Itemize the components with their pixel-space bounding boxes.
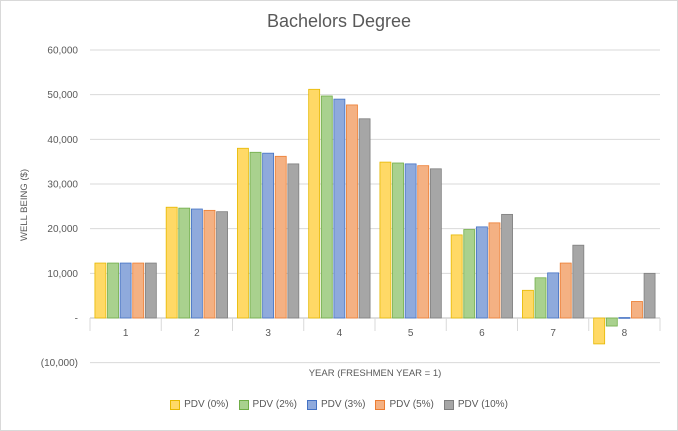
- legend-swatch: [238, 399, 249, 410]
- legend-label: PDV (3%): [320, 399, 366, 410]
- bar: [358, 118, 371, 319]
- x-tick-label: 5: [408, 328, 414, 339]
- bar: [392, 162, 404, 319]
- bar: [132, 262, 145, 319]
- bar: [559, 262, 572, 319]
- bar: [274, 155, 287, 319]
- bar: [94, 262, 107, 319]
- legend-swatch: [375, 399, 386, 410]
- bar: [475, 226, 488, 319]
- bar: [287, 163, 300, 319]
- bar: [572, 244, 585, 319]
- legend-swatch: [306, 399, 317, 410]
- y-tick-label: -: [75, 314, 78, 325]
- bar: [593, 317, 606, 345]
- y-tick-label: 40,000: [47, 135, 78, 146]
- x-tick-label: 3: [265, 328, 271, 339]
- y-tick-label: 20,000: [47, 224, 78, 235]
- bar: [501, 213, 513, 319]
- legend-label: PDV (10%): [457, 399, 508, 410]
- y-tick-label: 30,000: [47, 180, 78, 191]
- bar: [144, 262, 157, 319]
- legend-label: PDV (5%): [389, 399, 434, 410]
- bar: [237, 147, 249, 319]
- bar: [429, 168, 442, 319]
- bar: [643, 272, 656, 319]
- bar: [165, 206, 178, 319]
- bar: [488, 222, 501, 319]
- x-tick-label: 6: [479, 328, 485, 339]
- bar: [203, 209, 216, 319]
- bar: [547, 272, 560, 319]
- bar: [404, 163, 417, 319]
- bar: [262, 152, 275, 319]
- chart-legend: PDV (0%) PDV (2%) PDV (3%) PDV (5%) PDV (10%…: [0, 399, 678, 410]
- y-tick-label: 10,000: [47, 269, 78, 280]
- x-tick-label: 8: [622, 328, 628, 339]
- bar: [333, 98, 346, 319]
- legend-item: PDV (0%): [170, 399, 229, 410]
- x-tick-label: 1: [123, 328, 129, 339]
- y-tick-label: 50,000: [47, 90, 78, 101]
- bar: [463, 229, 476, 319]
- y-tick-label: (10,000): [41, 358, 78, 369]
- bar: [631, 301, 643, 319]
- bar: [178, 207, 191, 319]
- x-axis-title: YEAR (FRESHMEN YEAR = 1): [309, 368, 442, 379]
- bar: [216, 211, 228, 319]
- legend-swatch: [170, 399, 181, 410]
- bar: [320, 95, 333, 319]
- y-tick-label: 60,000: [47, 46, 78, 57]
- legend-item: PDV (10%): [443, 399, 508, 410]
- y-axis-title: WELL BEING ($): [19, 169, 30, 241]
- legend-item: PDV (3%): [306, 399, 366, 410]
- x-tick-label: 7: [550, 328, 556, 339]
- bar: [379, 161, 392, 319]
- legend-swatch: [443, 399, 454, 410]
- bar: [107, 262, 119, 319]
- bar: [346, 104, 358, 319]
- legend-label: PDV (2%): [252, 399, 297, 410]
- bar: [308, 88, 321, 319]
- bar: [450, 234, 463, 319]
- chart-title: Bachelors Degree: [266, 11, 412, 31]
- bar: [534, 277, 547, 319]
- legend-item: PDV (2%): [238, 399, 297, 410]
- legend-item: PDV (5%): [375, 399, 434, 410]
- x-tick-label: 4: [337, 328, 343, 339]
- bar: [190, 208, 203, 319]
- bar: [522, 289, 534, 319]
- bar: [605, 317, 618, 327]
- bar: [618, 317, 631, 319]
- bar: [119, 262, 132, 319]
- legend-label: PDV (0%): [184, 399, 229, 410]
- bar: [417, 165, 430, 319]
- x-tick-label: 2: [194, 328, 200, 339]
- bar: [249, 151, 262, 319]
